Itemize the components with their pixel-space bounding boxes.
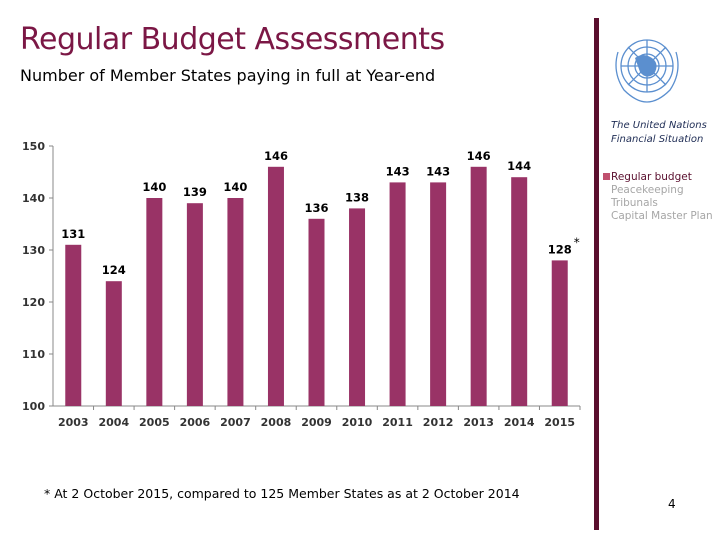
x-tick-label: 2012 — [423, 416, 454, 429]
un-emblem-logo — [615, 39, 679, 103]
org-title-line: Financial Situation — [611, 134, 704, 145]
bar-2012 — [430, 182, 447, 406]
x-tick-label: 2015 — [544, 416, 575, 429]
x-tick-label: 2008 — [261, 416, 292, 429]
bar-2008 — [267, 166, 284, 406]
data-label: 138 — [345, 190, 369, 204]
bar-2010 — [349, 208, 366, 406]
data-label: 146 — [467, 149, 491, 163]
data-label: 136 — [304, 201, 328, 215]
data-label: 128 — [548, 242, 572, 256]
org-title: The United Nations Financial Situation — [611, 119, 707, 147]
data-label: 146 — [264, 149, 288, 163]
nav-label: Regular budget — [611, 171, 692, 183]
y-tick-label: 120 — [22, 296, 45, 309]
bar-chart: 100 110 120 130 140 150 131 2003 124 2004 140 2005 1… — [22, 140, 581, 429]
nav-item-tribunals[interactable]: Tribunals — [611, 197, 658, 209]
x-tick-label: 2009 — [301, 416, 332, 429]
data-label: 139 — [183, 185, 207, 199]
data-label: 143 — [426, 164, 450, 178]
x-tick-label: 2014 — [504, 416, 535, 429]
page-number: 4 — [668, 497, 676, 511]
data-label: 140 — [142, 180, 166, 194]
data-label: 131 — [61, 227, 85, 241]
sidebar-divider — [594, 18, 599, 530]
bar-2009 — [308, 218, 325, 406]
page-subtitle: Number of Member States paying in full a… — [20, 66, 436, 85]
y-tick-label: 130 — [22, 244, 45, 257]
y-tick-label: 140 — [22, 192, 45, 205]
x-tick-label: 2006 — [180, 416, 211, 429]
x-tick-label: 2007 — [220, 416, 251, 429]
org-title-line: The United Nations — [611, 120, 707, 131]
x-tick-label: 2004 — [98, 416, 129, 429]
bar-2014 — [511, 177, 528, 406]
footnote: * At 2 October 2015, compared to 125 Mem… — [44, 486, 520, 501]
bar-2004 — [105, 281, 122, 406]
bar-2013 — [470, 166, 487, 406]
bar-2011 — [389, 182, 406, 406]
page-title: Regular Budget Assessments — [20, 22, 445, 57]
bar-2006 — [186, 203, 203, 406]
x-tick-label: 2011 — [382, 416, 413, 429]
active-marker-icon — [603, 173, 610, 180]
x-tick-label: 2003 — [58, 416, 89, 429]
data-label: 144 — [507, 159, 531, 173]
bar-2003 — [65, 244, 82, 406]
data-label: 140 — [223, 180, 247, 194]
bar-2015 — [551, 260, 568, 406]
bar-2007 — [227, 198, 244, 406]
x-tick-label: 2013 — [463, 416, 494, 429]
y-tick-label: 150 — [22, 140, 45, 153]
data-label: 143 — [386, 164, 410, 178]
annotation-asterisk: * — [574, 235, 580, 249]
x-tick-label: 2005 — [139, 416, 170, 429]
y-tick-label: 110 — [22, 348, 45, 361]
data-label: 124 — [102, 263, 126, 277]
bar-2005 — [146, 198, 163, 406]
nav-item-regular-budget[interactable]: Regular budget — [603, 171, 713, 184]
x-tick-label: 2010 — [342, 416, 373, 429]
sidebar-nav: Regular budget Peacekeeping Tribunals Ca… — [603, 171, 713, 223]
nav-item-capital-master-plan[interactable]: Capital Master Plan — [611, 210, 713, 222]
y-tick-label: 100 — [22, 400, 45, 413]
nav-item-peacekeeping[interactable]: Peacekeeping — [611, 184, 684, 196]
